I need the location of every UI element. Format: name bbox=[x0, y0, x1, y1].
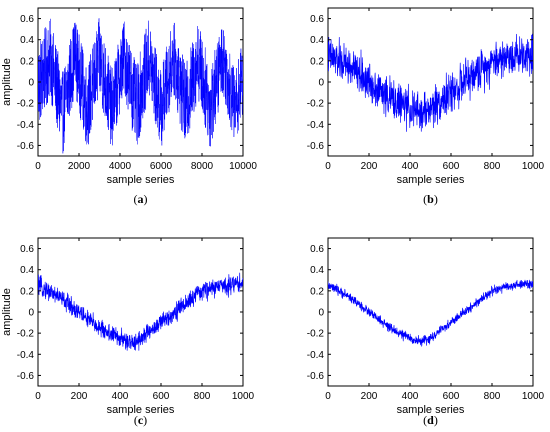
chart-panel-3: 0 200 400 600 800 1000 0.6 0.4 0.2 0 -0.2 -0.4 -0.6 s… bbox=[307, 237, 545, 427]
y-tick-label: -0.2 bbox=[307, 99, 325, 110]
x-tick-label: 1000 bbox=[522, 161, 545, 172]
y-tick-label: -0.4 bbox=[307, 120, 325, 131]
signal-line bbox=[38, 272, 243, 351]
x-tick-label: 0 bbox=[35, 391, 41, 402]
panel-caption: (b) bbox=[423, 192, 438, 206]
panel-caption: (a) bbox=[134, 192, 148, 206]
y-tick-label: -0.2 bbox=[17, 329, 35, 340]
y-tick-label: -0.4 bbox=[307, 350, 325, 361]
chart-panel-0: 0 2000 4000 6000 8000 10000 0.6 0.4 0.2 0 -0.2 -0.4… bbox=[1, 7, 257, 206]
y-tick-label: -0.4 bbox=[17, 120, 35, 131]
x-tick-label: 400 bbox=[402, 161, 419, 172]
y-tick-label: 0.6 bbox=[310, 14, 324, 25]
x-tick-label: 800 bbox=[484, 161, 501, 172]
x-tick-label: 0 bbox=[325, 161, 331, 172]
x-tick-label: 200 bbox=[71, 391, 88, 402]
y-tick-label: 0.4 bbox=[310, 35, 324, 46]
x-tick-label: 400 bbox=[402, 391, 419, 402]
y-tick-label: -0.6 bbox=[307, 371, 325, 382]
y-tick-label: 0.4 bbox=[20, 265, 34, 276]
chart-panel-1: 0 200 400 600 800 1000 0.6 0.4 0.2 0 -0.2 -0.4 -0.6 s… bbox=[307, 7, 545, 206]
x-axis-label: sample series bbox=[107, 174, 175, 186]
y-tick-label: -0.6 bbox=[17, 371, 35, 382]
x-tick-label: 6000 bbox=[150, 161, 173, 172]
x-tick-label: 8000 bbox=[191, 161, 214, 172]
y-tick-label: 0.6 bbox=[20, 244, 34, 255]
x-axis-label: sample series bbox=[397, 404, 465, 416]
y-tick-label: 0 bbox=[28, 78, 34, 89]
y-tick-label: -0.2 bbox=[17, 99, 35, 110]
y-tick-label: -0.4 bbox=[17, 350, 35, 361]
y-axis-label: amplitude bbox=[1, 288, 13, 336]
x-tick-label: 600 bbox=[443, 161, 460, 172]
x-tick-label: 10000 bbox=[229, 161, 257, 172]
x-axis-label: sample series bbox=[397, 174, 465, 186]
x-tick-label: 0 bbox=[325, 391, 331, 402]
panel-caption: (c) bbox=[134, 413, 147, 427]
y-tick-label: 0.2 bbox=[20, 286, 34, 297]
y-tick-label: -0.2 bbox=[307, 329, 325, 340]
y-tick-label: 0.2 bbox=[20, 56, 34, 67]
x-tick-label: 4000 bbox=[109, 161, 132, 172]
x-tick-label: 2000 bbox=[68, 161, 91, 172]
y-tick-label: 0.6 bbox=[310, 244, 324, 255]
y-tick-label: -0.6 bbox=[17, 141, 35, 152]
x-tick-label: 800 bbox=[484, 391, 501, 402]
x-tick-label: 800 bbox=[194, 391, 211, 402]
signal-line bbox=[328, 279, 533, 347]
y-tick-label: -0.6 bbox=[307, 141, 325, 152]
x-tick-label: 600 bbox=[443, 391, 460, 402]
signal-line bbox=[328, 33, 533, 132]
x-axis-label: sample series bbox=[107, 404, 175, 416]
chart-panel-2: 0 200 400 600 800 1000 0.6 0.4 0.2 0 -0.2 -0.4 -0.6 s… bbox=[1, 237, 255, 427]
y-tick-label: 0 bbox=[28, 308, 34, 319]
plot-area bbox=[327, 237, 534, 387]
panel-caption: (d) bbox=[423, 413, 438, 427]
signal-line bbox=[38, 18, 243, 154]
x-tick-label: 1000 bbox=[232, 391, 255, 402]
x-tick-label: 600 bbox=[153, 391, 170, 402]
y-tick-label: 0.4 bbox=[310, 265, 324, 276]
plot-area bbox=[37, 237, 244, 387]
y-tick-label: 0 bbox=[318, 308, 324, 319]
y-axis-label: amplitude bbox=[1, 58, 13, 106]
y-tick-label: 0.2 bbox=[310, 56, 324, 67]
y-tick-label: 0.6 bbox=[20, 14, 34, 25]
y-tick-label: 0 bbox=[318, 78, 324, 89]
y-tick-label: 0.4 bbox=[20, 35, 34, 46]
x-tick-label: 0 bbox=[35, 161, 41, 172]
x-tick-label: 200 bbox=[361, 391, 378, 402]
x-tick-label: 1000 bbox=[522, 391, 545, 402]
y-tick-label: 0.2 bbox=[310, 286, 324, 297]
x-tick-label: 200 bbox=[361, 161, 378, 172]
x-tick-label: 400 bbox=[112, 391, 129, 402]
